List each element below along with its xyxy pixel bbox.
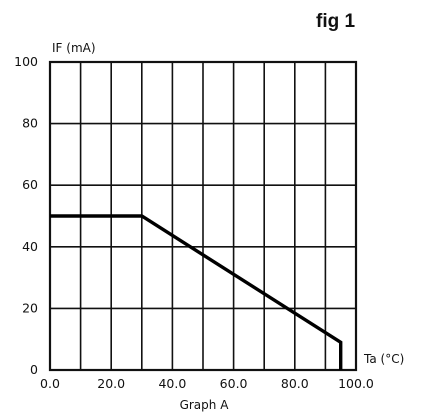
y-tick-label: 0: [30, 362, 38, 377]
x-tick-label: 60.0: [220, 376, 248, 391]
x-axis-label: Ta (°C): [363, 352, 404, 366]
y-tick-labels: 0 20 40 60 80 100: [14, 54, 38, 377]
x-tick-label: 40.0: [158, 376, 186, 391]
figure-title: fig 1: [316, 11, 355, 32]
y-axis-label: IF (mA): [52, 41, 96, 55]
grid: [50, 62, 356, 370]
x-tick-label: 0.0: [40, 376, 60, 391]
x-tick-label: 80.0: [281, 376, 309, 391]
x-tick-label: 20.0: [97, 376, 125, 391]
series-line: [50, 214, 343, 370]
y-tick-label: 20: [22, 300, 38, 315]
x-tick-label: 100.0: [338, 376, 374, 391]
y-tick-label: 40: [22, 239, 38, 254]
y-tick-label: 100: [14, 54, 38, 69]
y-tick-label: 80: [22, 116, 38, 131]
x-tick-labels: 0.0 20.0 40.0 60.0 80.0 100.0: [40, 376, 374, 391]
figure-caption: Graph A: [180, 398, 230, 412]
series-layer: [50, 214, 343, 370]
y-tick-label: 60: [22, 177, 38, 192]
